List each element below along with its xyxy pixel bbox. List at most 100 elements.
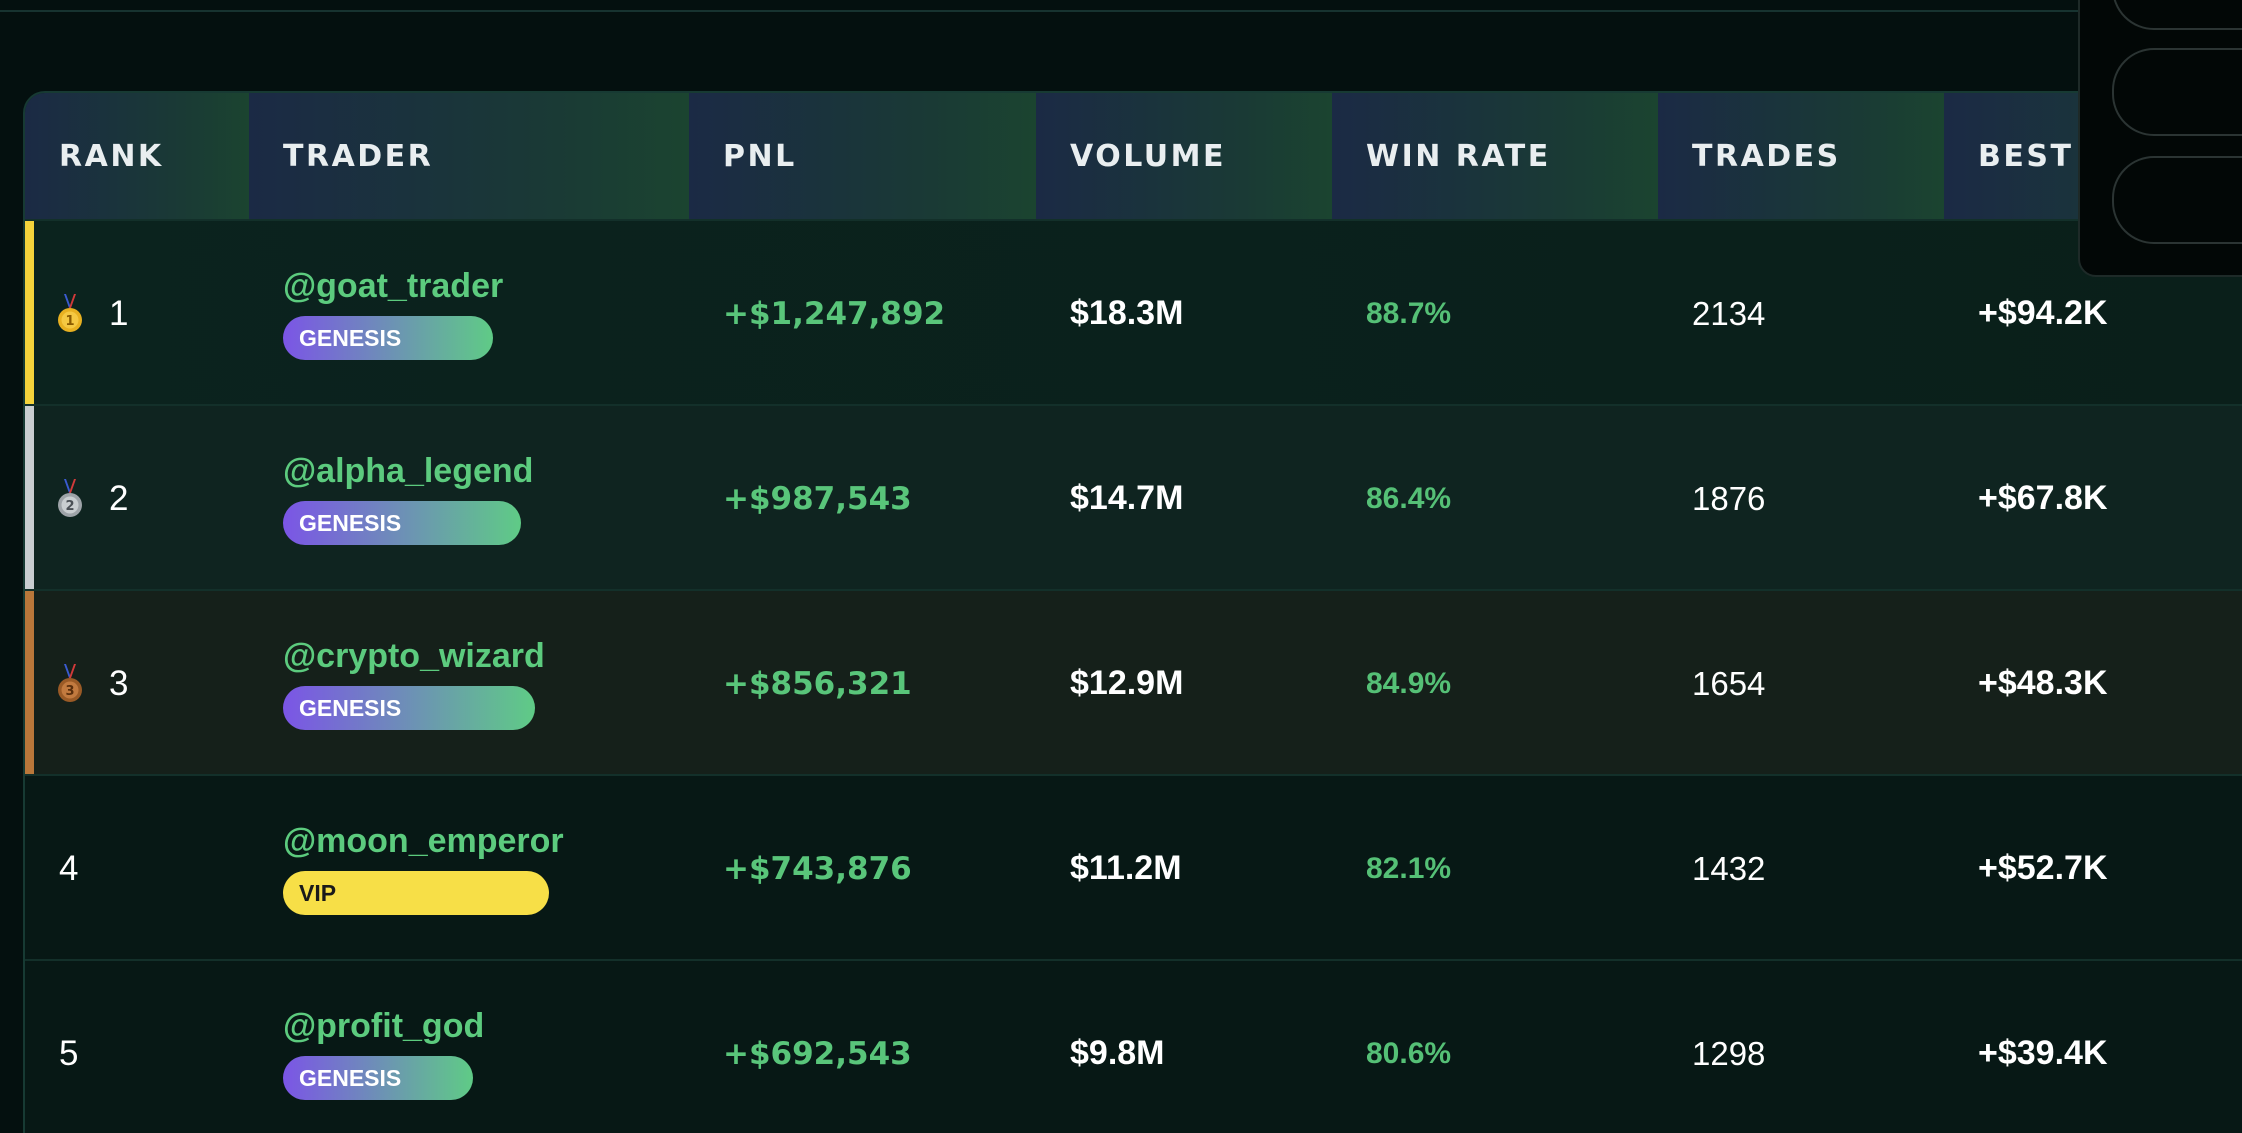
best-trade-cell: +$67.8K [1944, 406, 2242, 591]
win-rate-value: 80.6% [1366, 1036, 1452, 1070]
trader-handle[interactable]: @moon_emperor [283, 822, 564, 860]
pnl-cell: +$987,543 [689, 406, 1036, 591]
trades-value: 1654 [1692, 664, 1766, 702]
trader-handle[interactable]: @profit_god [283, 1007, 485, 1045]
volume-cell: $9.8M [1036, 961, 1332, 1133]
best-trade-value: +$52.7K [1978, 849, 2108, 887]
volume-value: $12.9M [1070, 664, 1184, 702]
column-header-pnl[interactable]: PNL [689, 93, 1036, 219]
pnl-cell: +$1,247,892 [689, 221, 1036, 406]
genesis-badge: GENESIS [283, 1056, 473, 1100]
win-rate-value: 86.4% [1366, 481, 1452, 515]
best-trade-cell: +$94.2K [1944, 221, 2242, 406]
pnl-value: +$856,321 [723, 665, 912, 702]
trades-cell: 1876 [1658, 406, 1944, 591]
best-trade-value: +$94.2K [1978, 294, 2108, 332]
leaderboard-table: RANK TRADER PNL VOLUME WIN RATE TRADES B… [23, 91, 2242, 1133]
column-header-win-rate[interactable]: WIN RATE [1332, 93, 1658, 219]
pnl-value: +$1,247,892 [723, 295, 946, 332]
pnl-value: +$743,876 [723, 850, 912, 887]
volume-cell: $11.2M [1036, 776, 1332, 961]
rank-number: 5 [59, 1033, 79, 1073]
win-rate-value: 84.9% [1366, 666, 1452, 700]
trades-value: 1298 [1692, 1034, 1766, 1072]
trades-cell: 1432 [1658, 776, 1944, 961]
pnl-cell: +$743,876 [689, 776, 1036, 961]
win-rate-cell: 82.1% [1332, 776, 1658, 961]
vip-badge: VIP [283, 871, 549, 915]
rank-cell: 1 1 [25, 221, 249, 406]
table-row[interactable]: 1 1 @goat_trader GENESIS +$1,247,892 $18… [25, 219, 2242, 406]
svg-text:3: 3 [65, 684, 74, 699]
best-trade-value: +$67.8K [1978, 479, 2108, 517]
best-trade-value: +$39.4K [1978, 1034, 2108, 1072]
trades-cell: 1298 [1658, 961, 1944, 1133]
win-rate-cell: 80.6% [1332, 961, 1658, 1133]
rank-number: 2 [109, 478, 129, 518]
trader-handle[interactable]: @goat_trader [283, 267, 504, 305]
rank-cell: 2 2 [25, 406, 249, 591]
bronze-medal-icon: 3 [58, 663, 82, 702]
volume-cell: $14.7M [1036, 406, 1332, 591]
table-row[interactable]: 2 2 @alpha_legend GENESIS +$987,543 $14.… [25, 404, 2242, 591]
table-row[interactable]: 3 3 @crypto_wizard GENESIS +$856,321 $12… [25, 589, 2242, 776]
table-row[interactable]: 4 @moon_emperor VIP +$743,876 $11.2M 82.… [25, 774, 2242, 961]
genesis-badge: GENESIS [283, 686, 535, 730]
trades-cell: 2134 [1658, 221, 1944, 406]
genesis-badge: GENESIS [283, 316, 493, 360]
volume-cell: $12.9M [1036, 591, 1332, 776]
rank-cell: 4 [25, 776, 249, 961]
column-header-trades[interactable]: TRADES [1658, 93, 1944, 219]
best-trade-cell: +$48.3K [1944, 591, 2242, 776]
pnl-value: +$987,543 [723, 480, 912, 517]
win-rate-cell: 88.7% [1332, 221, 1658, 406]
rank-number: 4 [59, 848, 79, 888]
pnl-cell: +$692,543 [689, 961, 1036, 1133]
best-trade-value: +$48.3K [1978, 664, 2108, 702]
dropdown-option[interactable] [2112, 156, 2242, 244]
dropdown-panel: T [2078, 0, 2242, 277]
trader-cell: @goat_trader GENESIS [249, 221, 689, 406]
silver-medal-icon: 2 [58, 478, 82, 517]
rank-number: 3 [109, 663, 129, 703]
trader-cell: @profit_god GENESIS [249, 961, 689, 1133]
top-divider [0, 10, 2242, 12]
dropdown-option[interactable] [2112, 0, 2242, 30]
volume-value: $9.8M [1070, 1034, 1165, 1072]
win-rate-cell: 86.4% [1332, 406, 1658, 591]
best-trade-cell: +$52.7K [1944, 776, 2242, 961]
best-trade-cell: +$39.4K [1944, 961, 2242, 1133]
volume-value: $14.7M [1070, 479, 1184, 517]
win-rate-cell: 84.9% [1332, 591, 1658, 776]
trades-cell: 1654 [1658, 591, 1944, 776]
genesis-badge: GENESIS [283, 501, 521, 545]
rank-cell: 3 3 [25, 591, 249, 776]
svg-text:2: 2 [65, 499, 74, 514]
trader-cell: @crypto_wizard GENESIS [249, 591, 689, 776]
rank-highlight-bar [25, 221, 34, 406]
win-rate-value: 82.1% [1366, 851, 1452, 885]
trader-handle[interactable]: @alpha_legend [283, 452, 534, 490]
table-row[interactable]: 5 @profit_god GENESIS +$692,543 $9.8M 80… [25, 959, 2242, 1133]
column-header-trader[interactable]: TRADER [249, 93, 689, 219]
trades-value: 2134 [1692, 294, 1766, 332]
trades-value: 1876 [1692, 479, 1766, 517]
volume-value: $11.2M [1070, 849, 1182, 887]
volume-cell: $18.3M [1036, 221, 1332, 406]
win-rate-value: 88.7% [1366, 296, 1452, 330]
svg-text:1: 1 [65, 314, 74, 329]
rank-highlight-bar [25, 406, 34, 591]
rank-highlight-bar [25, 591, 34, 776]
dropdown-option[interactable]: T [2112, 48, 2242, 136]
volume-value: $18.3M [1070, 294, 1184, 332]
table-header: RANK TRADER PNL VOLUME WIN RATE TRADES B… [25, 93, 2242, 219]
trades-value: 1432 [1692, 849, 1766, 887]
column-header-rank[interactable]: RANK [25, 93, 249, 219]
trader-handle[interactable]: @crypto_wizard [283, 637, 545, 675]
gold-medal-icon: 1 [58, 293, 82, 332]
column-header-volume[interactable]: VOLUME [1036, 93, 1332, 219]
trader-cell: @alpha_legend GENESIS [249, 406, 689, 591]
pnl-value: +$692,543 [723, 1035, 912, 1072]
rank-cell: 5 [25, 961, 249, 1133]
rank-number: 1 [109, 293, 129, 333]
